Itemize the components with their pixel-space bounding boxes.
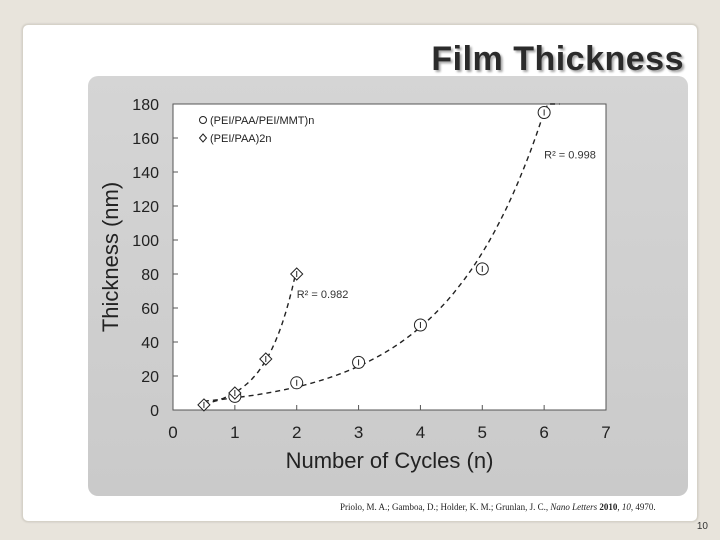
- x-axis-label: Number of Cycles (n): [286, 448, 494, 473]
- r2-label-pei-paa-pei-mmt: R² = 0.998: [544, 149, 596, 161]
- x-tick-label: 4: [416, 423, 425, 442]
- citation-year: 2010: [597, 502, 618, 512]
- y-tick-label: 0: [150, 403, 159, 420]
- citation-sep: ,: [617, 502, 622, 512]
- x-tick-label: 2: [292, 423, 301, 442]
- x-tick-label: 5: [478, 423, 487, 442]
- legend-label: (PEI/PAA/PEI/MMT)n: [210, 115, 314, 127]
- x-tick-label: 7: [601, 423, 610, 442]
- x-tick-label: 0: [168, 423, 177, 442]
- y-tick-label: 180: [132, 97, 159, 114]
- legend-label: (PEI/PAA)2n: [210, 133, 272, 145]
- y-tick-label: 80: [141, 267, 159, 284]
- slide-title: Film Thickness: [431, 40, 684, 78]
- citation: Priolo, M. A.; Gamboa, D.; Holder, K. M.…: [340, 502, 656, 512]
- citation-journal: Nano Letters: [550, 502, 598, 512]
- legend-marker-circle: [199, 116, 207, 124]
- x-tick-label: 3: [354, 423, 363, 442]
- y-tick-label: 140: [132, 165, 159, 182]
- citation-authors: Priolo, M. A.; Gamboa, D.; Holder, K. M.…: [340, 502, 551, 512]
- r2-label-pei-paa: R² = 0.982: [297, 289, 349, 301]
- y-tick-label: 60: [141, 301, 159, 318]
- x-tick-label: 6: [539, 423, 548, 442]
- y-tick-label: 100: [132, 233, 159, 250]
- y-tick-label: 40: [141, 335, 159, 352]
- y-tick-label: 120: [132, 199, 159, 216]
- page-number: 10: [696, 521, 708, 532]
- y-tick-label: 20: [141, 369, 159, 386]
- y-axis-label: Thickness (nm): [98, 182, 123, 332]
- citation-volume: 10: [621, 502, 631, 512]
- citation-pages: , 4970.: [630, 502, 656, 512]
- plot-area: [172, 103, 607, 411]
- thickness-chart: 0 20 40 60 80 100 120 140 160 180 0 1 2 3 4 5 6 7 (PEI/PA…: [98, 97, 611, 473]
- x-tick-label: 1: [230, 423, 239, 442]
- y-tick-label: 160: [132, 131, 159, 148]
- legend-marker-diamond: [198, 133, 208, 143]
